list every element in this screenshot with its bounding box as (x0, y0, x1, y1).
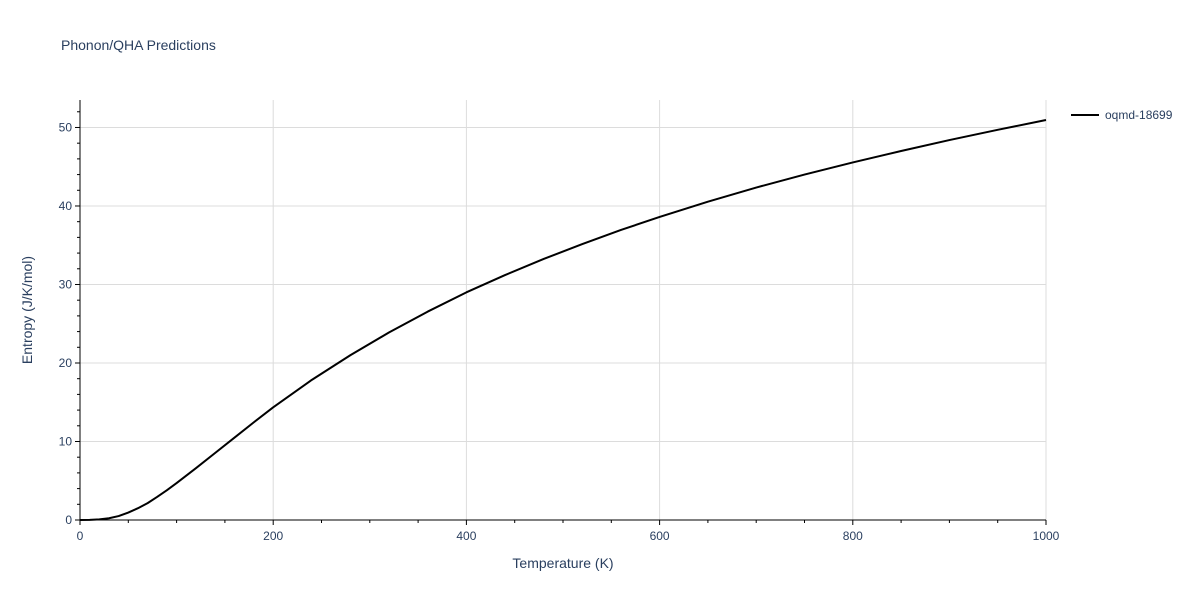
legend[interactable]: oqmd-18699 (1071, 108, 1173, 122)
y-tick-label: 50 (59, 120, 73, 134)
x-tick-label: 0 (77, 529, 84, 543)
x-tick-label: 800 (843, 529, 863, 543)
grid-layer (80, 100, 1047, 520)
legend-label: oqmd-18699 (1105, 108, 1173, 122)
x-tick-label: 200 (263, 529, 283, 543)
x-axis-title: Temperature (K) (512, 555, 613, 571)
series-line-oqmd-18699 (79, 119, 1047, 521)
y-tick-label: 30 (59, 277, 73, 291)
x-tick-label: 400 (456, 529, 476, 543)
y-tick-label: 0 (65, 513, 72, 527)
x-tick-label: 600 (650, 529, 670, 543)
series-layer (79, 119, 1047, 521)
axes-layer: 0 200 400 600 800 1000 0 10 20 30 40 50 (59, 100, 1060, 543)
y-tick-label: 10 (59, 434, 73, 448)
y-tick-label: 20 (59, 356, 73, 370)
y-axis-title: Entropy (J/K/mol) (19, 256, 35, 364)
y-tick-label: 40 (59, 199, 73, 213)
x-tick-label: 1000 (1033, 529, 1060, 543)
chart-title: Phonon/QHA Predictions (61, 37, 216, 53)
